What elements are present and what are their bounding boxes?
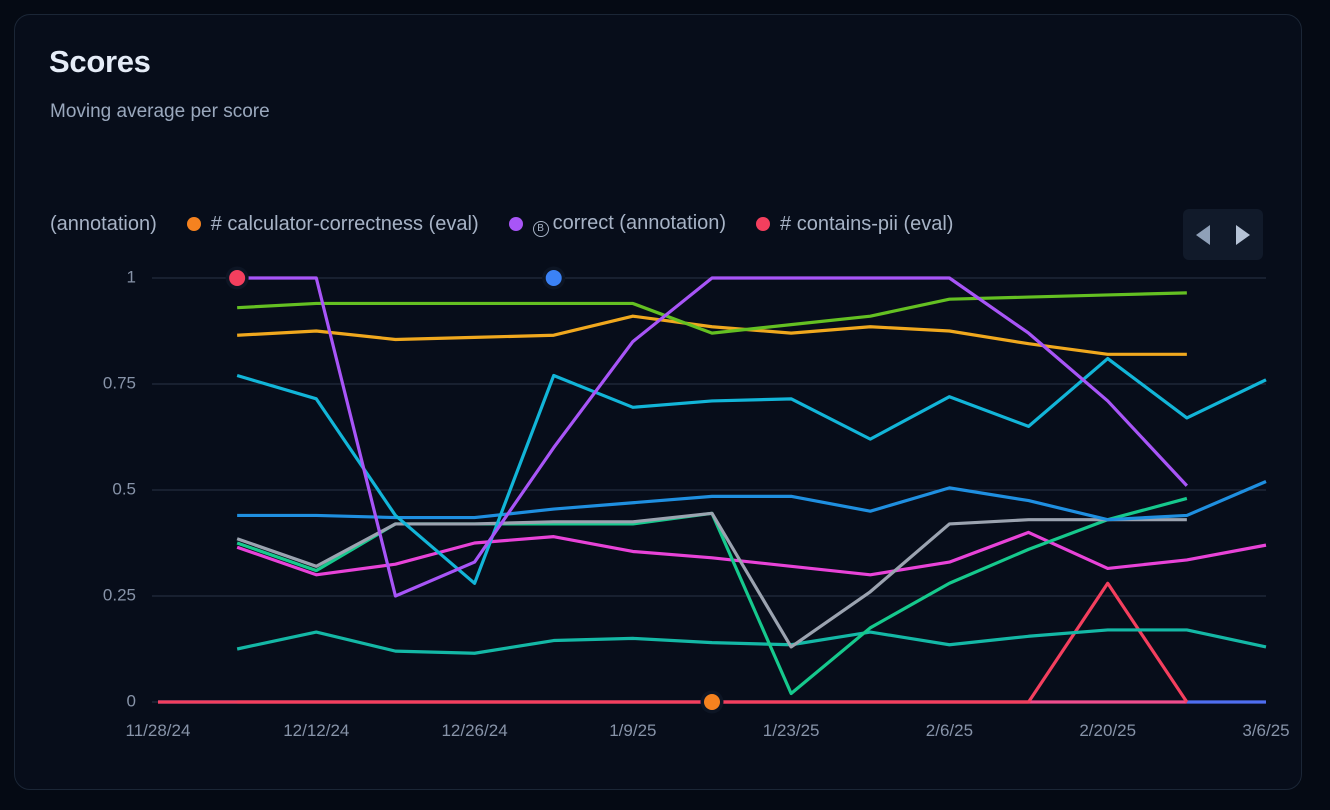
card-subtitle: Moving average per score — [50, 101, 270, 122]
series-line — [236, 511, 1187, 649]
x-axis-tick-label: 2/20/25 — [1079, 721, 1136, 740]
legend-color-dot — [756, 217, 771, 231]
legend-item-label: # calculator-correctness (eval) — [210, 212, 479, 235]
y-axis-tick-label: 0.25 — [103, 585, 136, 604]
marker-ring — [542, 266, 566, 290]
chevron-right-icon — [1236, 224, 1250, 245]
chart-legend[interactable]: (annotation) # calculator-correctness (ev… — [50, 195, 1230, 253]
scores-line-chart: 0 0.25 0.5 0.75 1 11/28/24 12/12/24 12/26/24 1/9… — [103, 266, 1290, 740]
y-axis-tick-label: 0.75 — [103, 373, 136, 392]
series-line — [237, 276, 1189, 598]
series-line — [237, 291, 1187, 335]
x-axis-tick-label: 3/6/25 — [1242, 721, 1289, 740]
legend-badge-icon: B — [532, 220, 549, 237]
correct-marker[interactable] — [545, 270, 562, 286]
x-axis-tick-label: 1/9/25 — [609, 721, 656, 740]
marker-ring — [225, 266, 249, 290]
series-line — [236, 356, 1267, 585]
legend-item-3[interactable]: # contains-pii (eval) — [756, 213, 953, 236]
x-axis-tick-label: 12/12/24 — [283, 721, 349, 740]
marker-ring — [700, 690, 724, 714]
x-axis-tick-label: 1/23/25 — [763, 721, 820, 740]
series-line — [236, 530, 1267, 577]
legend-next-button[interactable] — [1228, 220, 1258, 250]
legend-prev-button[interactable] — [1188, 220, 1218, 250]
legend-item-1[interactable]: # calculator-correctness (eval) — [186, 212, 479, 236]
chevron-left-icon — [1196, 224, 1210, 245]
y-axis-tick-label: 0.5 — [112, 479, 136, 498]
y-axis-tick-label: 0 — [127, 691, 136, 710]
series-line — [158, 581, 1189, 704]
x-axis-tick-label: 12/26/24 — [441, 721, 507, 740]
legend-item-label: (annotation) — [50, 212, 157, 235]
page-title: Scores — [49, 44, 151, 79]
series-line — [237, 480, 1267, 522]
legend-item-0[interactable]: (annotation) — [50, 213, 157, 236]
series-line — [236, 628, 1267, 655]
scores-card: Scores Moving average per score (annotat… — [14, 14, 1302, 790]
series-line — [237, 314, 1187, 356]
chart-plot-area: 0 0.25 0.5 0.75 1 11/28/24 12/12/24 12/26/24 1/9… — [15, 15, 1301, 789]
calculator-correctness-marker[interactable] — [704, 694, 720, 710]
x-axis-tick-label: 11/28/24 — [126, 721, 191, 740]
legend-color-dot — [186, 217, 201, 231]
y-axis-tick-label: 1 — [127, 267, 136, 286]
contains-pii-marker[interactable] — [229, 270, 246, 286]
legend-item-label: # contains-pii (eval) — [780, 212, 954, 235]
x-axis-tick-label: 2/6/25 — [926, 721, 973, 740]
legend-color-dot — [508, 217, 523, 231]
legend-pagination — [1183, 209, 1263, 260]
series-line — [236, 496, 1188, 696]
